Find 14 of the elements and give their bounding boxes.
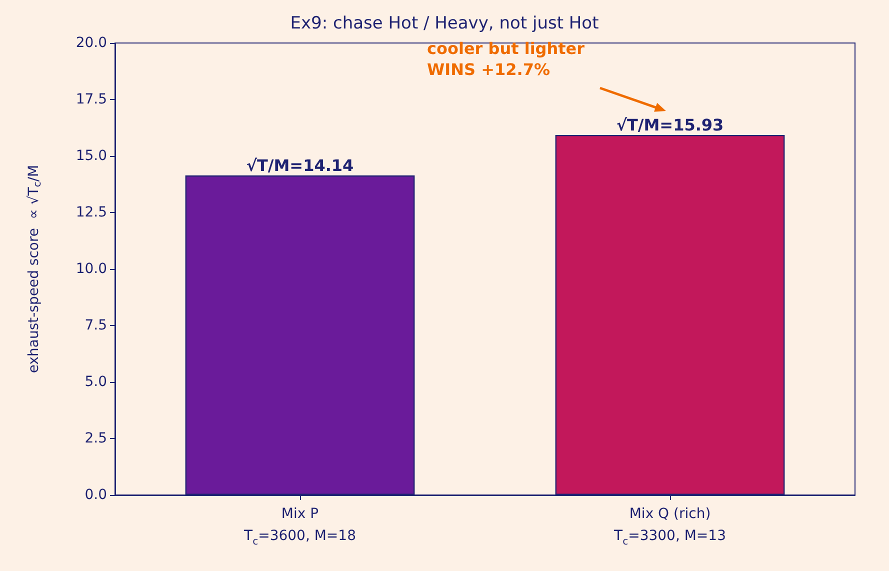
y-axis-title: exhaust-speed score ∝ √Tc/M: [26, 164, 44, 374]
y-tick-label: 20.0: [76, 35, 107, 51]
y-tick-label: 7.5: [84, 318, 107, 334]
y-tick-label: 12.5: [76, 204, 107, 220]
y-tick-label: 5.0: [84, 374, 107, 390]
y-tick-label: 17.5: [76, 92, 107, 108]
y-tick-label: 2.5: [84, 430, 107, 446]
annotation: cooler but lighter WINS +12.7%: [427, 39, 585, 79]
y-tick-label: 0.0: [84, 487, 107, 503]
y-tick-label: 10.0: [76, 261, 107, 277]
data-label: √T/M=15.93: [616, 115, 724, 134]
chart-title: Ex9: chase Hot / Heavy, not just Hot: [290, 14, 600, 34]
data-label: √T/M=14.14: [246, 156, 354, 175]
y-tick-label: 15.0: [76, 148, 107, 164]
